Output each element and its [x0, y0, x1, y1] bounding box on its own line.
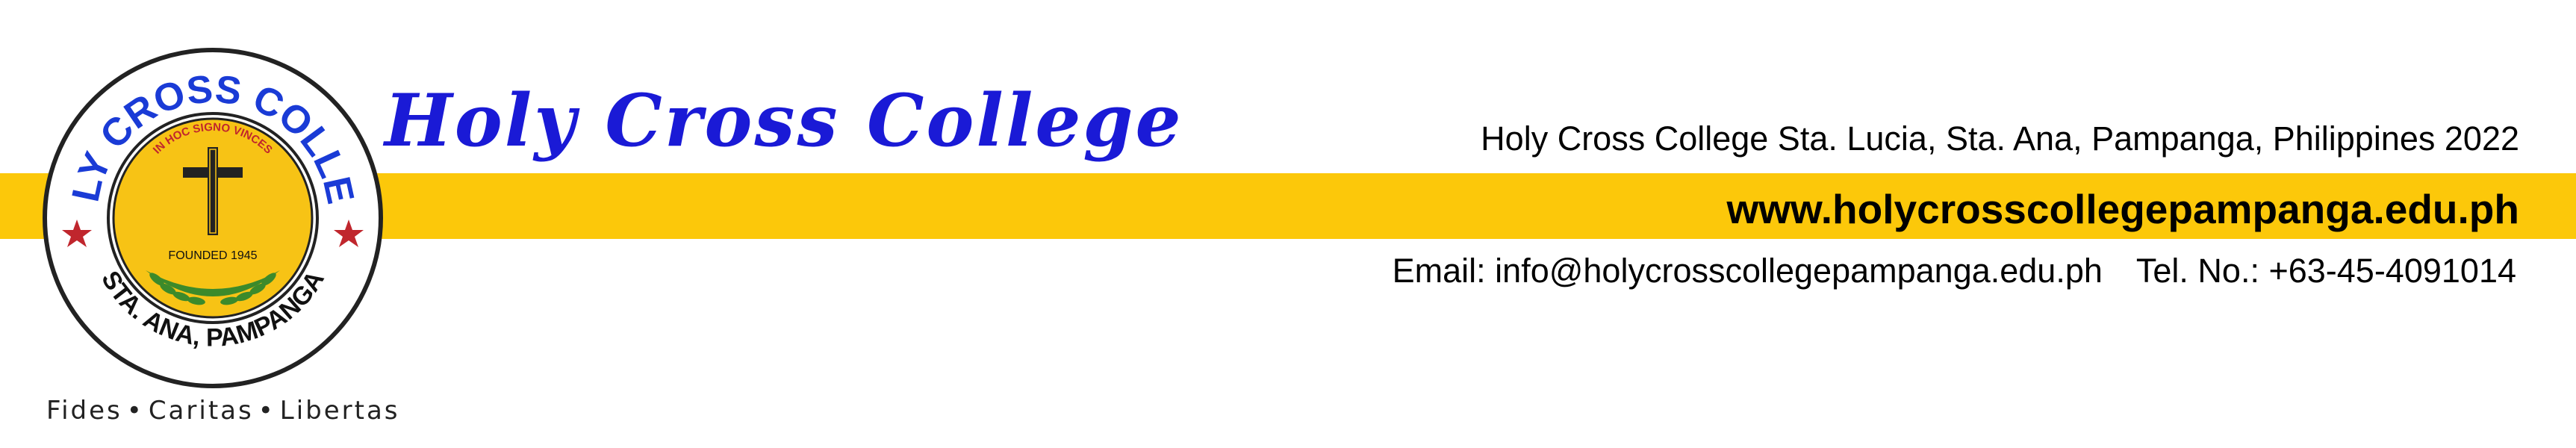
laurel-wreath-icon — [146, 270, 280, 305]
motto-word: Caritas — [148, 396, 254, 426]
right-star-icon — [334, 220, 364, 247]
website-link[interactable]: www.holycrosscollegepampanga.edu.ph — [1726, 186, 2519, 232]
address-line: Holy Cross College Sta. Lucia, Sta. Ana,… — [1481, 119, 2519, 158]
college-name-heading: Holy Cross College — [385, 78, 1183, 163]
founded-text: FOUNDED 1945 — [168, 249, 257, 262]
separator-dot: • — [258, 396, 276, 426]
email-text[interactable]: Email: info@holycrosscollegepampanga.edu… — [1392, 252, 2103, 290]
contact-line: Email: info@holycrosscollegepampanga.edu… — [1393, 252, 2516, 290]
college-motto: Fides • Caritas • Libertas — [46, 396, 398, 426]
separator-dot: • — [126, 396, 144, 426]
cross-icon — [183, 147, 243, 235]
left-star-icon — [62, 220, 92, 247]
motto-word: Fides — [46, 396, 122, 426]
motto-word: Libertas — [279, 396, 400, 426]
yellow-header-band — [0, 173, 2576, 239]
phone-text: Tel. No.: +63-45-4091014 — [2135, 252, 2516, 290]
college-seal-logo: HOLY CROSS COLLEGE STA. ANA, PAMPANGA IN… — [41, 46, 383, 388]
